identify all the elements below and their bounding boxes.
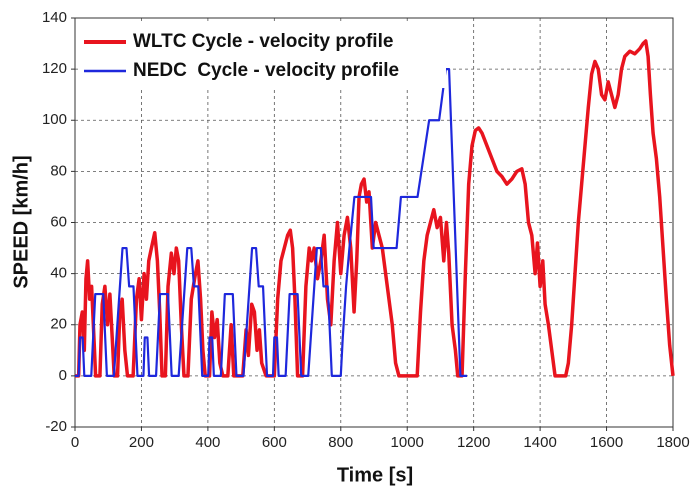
x-tick-label: 1200 <box>457 434 490 451</box>
y-tick-label: 120 <box>42 60 67 77</box>
plot-frame <box>74 17 674 428</box>
series-line <box>75 68 468 377</box>
y-tick-label: 20 <box>50 316 67 333</box>
legend-label: WLTC Cycle - velocity profile <box>133 31 393 52</box>
y-tick-label: 100 <box>42 111 67 128</box>
x-tick-label: 1600 <box>590 434 623 451</box>
x-tick-label: 200 <box>129 434 154 451</box>
y-tick-label: -20 <box>45 418 67 435</box>
y-tick-label: 80 <box>50 162 67 179</box>
x-tick-label: 1400 <box>523 434 556 451</box>
legend-box <box>78 22 446 88</box>
x-tick-label: 0 <box>71 434 79 451</box>
series-line <box>75 39 675 378</box>
y-axis-label: SPEED [km/h] <box>10 155 32 288</box>
y-tick-label: 0 <box>59 367 67 384</box>
y-tick-label: 40 <box>50 265 67 282</box>
x-tick-label: 1000 <box>391 434 424 451</box>
y-tick-label: 60 <box>50 213 67 230</box>
x-tick-label: 400 <box>195 434 220 451</box>
legend-label: NEDC Cycle - velocity profile <box>133 60 399 81</box>
x-tick-label: 1800 <box>656 434 689 451</box>
x-tick-label: 600 <box>262 434 287 451</box>
x-tick-label: 800 <box>328 434 353 451</box>
y-tick-label: 140 <box>42 9 67 26</box>
x-axis-label: Time [s] <box>337 464 413 486</box>
